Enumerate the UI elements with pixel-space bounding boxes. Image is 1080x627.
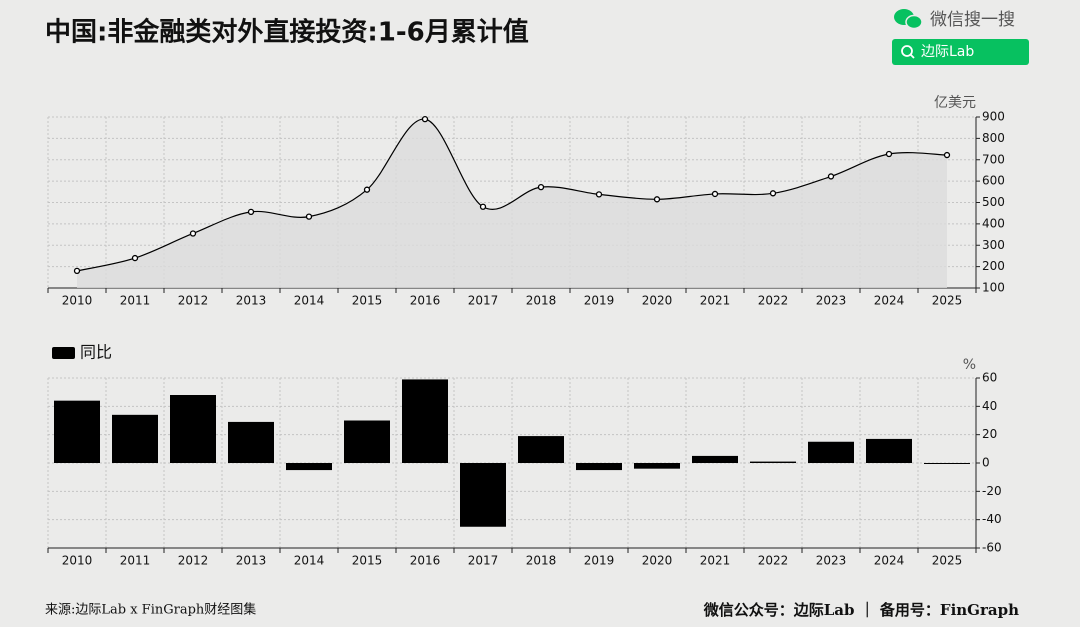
point: [653, 196, 661, 203]
x-tick-label: 2010: [62, 554, 93, 568]
legend-swatch: [52, 347, 75, 359]
y-tick-label: 500: [982, 195, 1005, 209]
footer-credit: 微信公众号：边际Lab ｜ 备用号：FinGraph: [703, 601, 1019, 619]
y-tick-label: 400: [982, 216, 1005, 230]
y-tick-label: 100: [982, 281, 1005, 295]
x-tick-label: 2021: [700, 554, 731, 568]
bar: [576, 463, 622, 471]
point: [943, 151, 951, 159]
x-tick-label: 2022: [758, 294, 789, 308]
y-tick-label: 600: [982, 174, 1005, 188]
x-tick-label: 2024: [874, 554, 905, 568]
bar: [54, 400, 100, 463]
point: [421, 115, 429, 123]
y-tick-label: 0: [982, 456, 990, 470]
bar: [750, 461, 796, 463]
search-icon-handle: [909, 53, 915, 59]
point: [885, 150, 893, 158]
y-tick-label: 200: [982, 259, 1005, 273]
bar: [460, 463, 506, 527]
x-tick-label: 2013: [236, 294, 267, 308]
search-label: 微信搜一搜: [930, 10, 1015, 30]
y-tick-label: -40: [982, 512, 1002, 526]
bar: [692, 455, 738, 463]
x-tick-label: 2012: [178, 294, 209, 308]
bar: [344, 420, 390, 463]
y-tick-label: 300: [982, 238, 1005, 252]
bar: [286, 463, 332, 471]
x-tick-label: 2013: [236, 554, 267, 568]
y-tick-label: -60: [982, 541, 1002, 555]
legend-label: 同比: [80, 343, 112, 362]
x-tick-label: 2015: [352, 294, 383, 308]
point: [711, 190, 719, 198]
bar: [112, 414, 158, 463]
x-tick-label: 2014: [294, 294, 325, 308]
x-tick-label: 2015: [352, 554, 383, 568]
point: [305, 213, 313, 220]
x-tick-label: 2019: [584, 294, 615, 308]
point: [131, 254, 139, 262]
y-tick-label: 60: [982, 371, 997, 385]
point: [595, 191, 603, 198]
bar: [634, 463, 680, 469]
x-tick-label: 2016: [410, 294, 441, 308]
x-tick-label: 2025: [932, 554, 963, 568]
y-tick-label: 20: [982, 427, 997, 441]
search-button[interactable]: [892, 39, 1029, 65]
y-tick-label: -20: [982, 484, 1002, 498]
point: [769, 190, 777, 197]
x-tick-label: 2022: [758, 554, 789, 568]
bar: [228, 421, 274, 463]
x-tick-label: 2012: [178, 554, 209, 568]
page-title: 中国:非金融类对外直接投资:1-6月累计值: [45, 17, 529, 48]
point: [189, 230, 197, 237]
point: [73, 267, 81, 275]
search-button-label: 边际Lab: [921, 44, 974, 60]
x-tick-label: 2025: [932, 294, 963, 308]
point: [247, 208, 255, 216]
point: [479, 203, 487, 210]
y-tick-label: 800: [982, 131, 1005, 145]
x-tick-label: 2021: [700, 294, 731, 308]
line: [76, 118, 948, 272]
x-tick-label: 2014: [294, 554, 325, 568]
y-axis-unit: %: [963, 357, 976, 373]
bar: [170, 395, 216, 463]
x-tick-label: 2020: [642, 554, 673, 568]
x-tick-label: 2017: [468, 294, 499, 308]
x-tick-label: 2017: [468, 554, 499, 568]
point: [363, 186, 371, 193]
footer-source: 来源:边际Lab x FinGraph财经图集: [45, 602, 256, 618]
y-tick-label: 700: [982, 152, 1005, 166]
x-tick-label: 2019: [584, 554, 615, 568]
bar: [402, 379, 448, 463]
bar: [518, 436, 564, 463]
x-tick-label: 2023: [816, 554, 847, 568]
x-tick-label: 2018: [526, 554, 557, 568]
search-logo: [894, 9, 923, 30]
x-tick-label: 2020: [642, 294, 673, 308]
point: [827, 173, 835, 180]
bar: [866, 438, 912, 463]
y-tick-label: 40: [982, 399, 997, 413]
x-tick-label: 2018: [526, 294, 557, 308]
bar: [924, 463, 970, 464]
x-tick-label: 2016: [410, 554, 441, 568]
x-tick-label: 2011: [120, 554, 151, 568]
bar: [808, 441, 854, 463]
x-tick-label: 2010: [62, 294, 93, 308]
y-tick-label: 900: [982, 110, 1005, 124]
search-icon: [901, 45, 913, 57]
y-axis-unit: 亿美元: [934, 95, 976, 111]
x-tick-label: 2023: [816, 294, 847, 308]
x-tick-label: 2024: [874, 294, 905, 308]
x-tick-label: 2011: [120, 294, 151, 308]
area-fill: [77, 119, 947, 288]
point: [537, 183, 545, 191]
